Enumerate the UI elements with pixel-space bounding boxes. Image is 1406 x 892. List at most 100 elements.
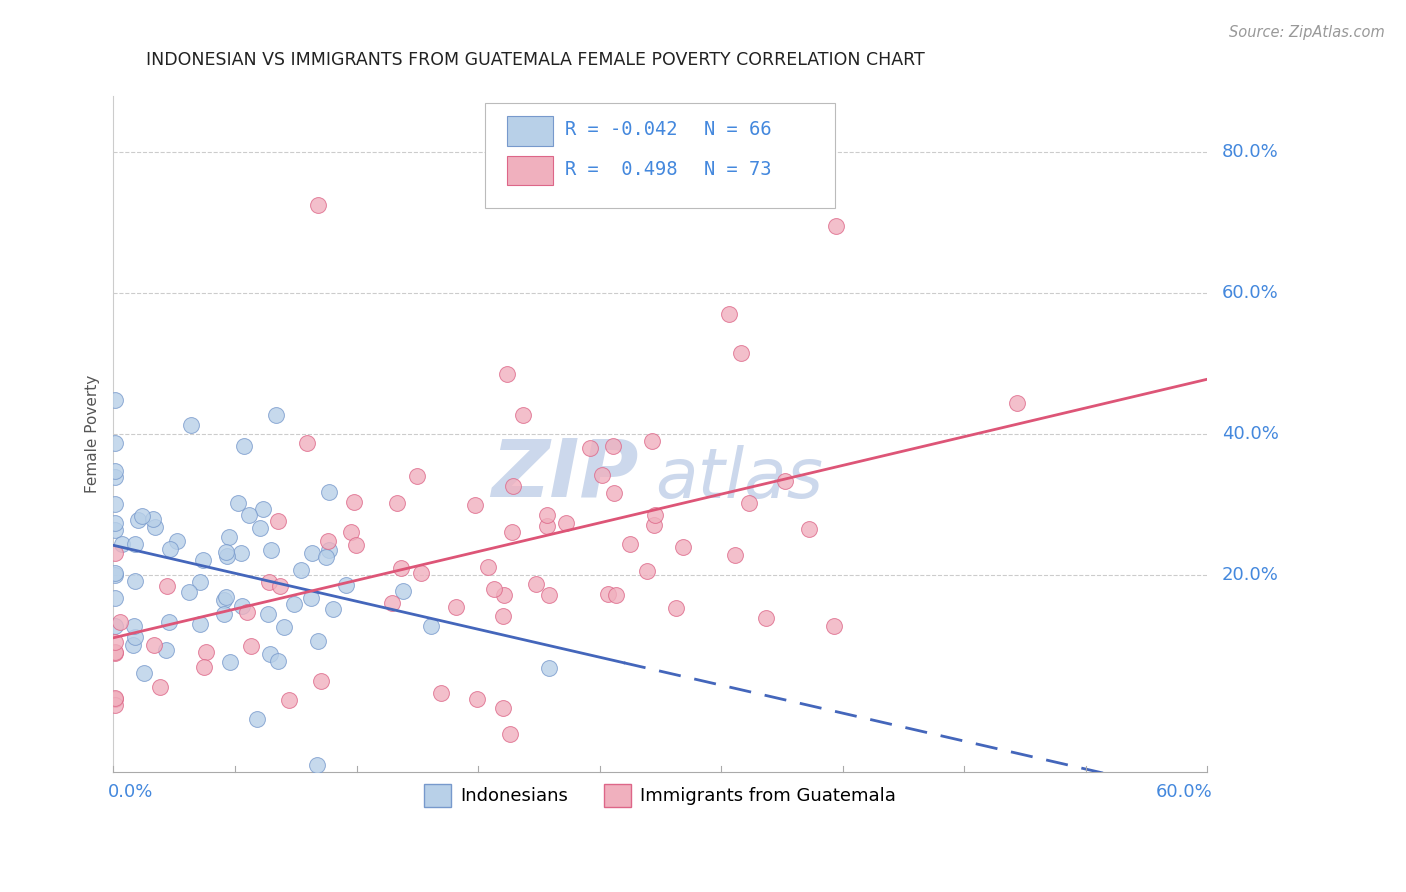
Point <box>259 647 281 661</box>
Point <box>104 393 127 408</box>
Text: 40.0%: 40.0% <box>1222 425 1278 443</box>
Point <box>482 582 505 597</box>
Point <box>755 610 778 624</box>
Text: 20.0%: 20.0% <box>1222 566 1278 584</box>
Point <box>131 508 153 523</box>
Text: INDONESIAN VS IMMIGRANTS FROM GUATEMALA FEMALE POVERTY CORRELATION CHART: INDONESIAN VS IMMIGRANTS FROM GUATEMALA … <box>146 51 925 69</box>
Point <box>672 540 695 554</box>
Point <box>240 639 263 653</box>
Point <box>155 643 177 657</box>
Point <box>492 701 515 715</box>
Point <box>307 197 329 211</box>
Point <box>257 574 280 589</box>
Point <box>104 692 127 706</box>
Point <box>145 520 167 534</box>
Text: Source: ZipAtlas.com: Source: ZipAtlas.com <box>1229 25 1385 40</box>
Point <box>420 618 443 632</box>
Point <box>124 574 146 589</box>
Point <box>775 474 797 488</box>
Point <box>602 440 624 454</box>
Point <box>340 525 363 540</box>
Point <box>267 654 290 668</box>
Point <box>249 521 271 535</box>
Point <box>269 579 291 593</box>
Point <box>180 417 202 432</box>
Point <box>104 645 127 659</box>
Text: 60.0%: 60.0% <box>1156 782 1212 801</box>
Point <box>122 638 145 652</box>
Point <box>104 635 127 649</box>
Point <box>644 508 666 522</box>
Point <box>823 619 845 633</box>
Point <box>104 436 127 450</box>
Point <box>267 514 290 528</box>
Point <box>730 346 752 360</box>
Text: 0.0%: 0.0% <box>108 782 153 801</box>
Point <box>231 546 253 560</box>
Point <box>465 691 488 706</box>
Point <box>430 685 453 699</box>
Point <box>231 599 253 614</box>
Text: R = -0.042: R = -0.042 <box>565 120 678 139</box>
Point <box>104 618 127 632</box>
Point <box>724 548 747 562</box>
Point <box>252 501 274 516</box>
Text: 60.0%: 60.0% <box>1222 285 1278 302</box>
Point <box>307 634 329 648</box>
Point <box>111 537 134 551</box>
Point <box>142 638 165 652</box>
Y-axis label: Female Poverty: Female Poverty <box>86 375 100 493</box>
Point <box>665 601 688 615</box>
Legend: Indonesians, Immigrants from Guatemala: Indonesians, Immigrants from Guatemala <box>418 777 904 814</box>
Point <box>392 583 415 598</box>
Point <box>311 674 333 689</box>
Point <box>409 566 432 581</box>
Point <box>464 498 486 512</box>
Text: ZIP: ZIP <box>491 435 638 514</box>
Point <box>524 577 547 591</box>
Point <box>188 574 211 589</box>
Point <box>315 549 337 564</box>
Point <box>477 559 499 574</box>
Point <box>215 549 238 564</box>
Point <box>343 495 366 509</box>
Point <box>307 758 329 772</box>
Point <box>166 534 188 549</box>
Point <box>318 542 340 557</box>
Point <box>344 538 367 552</box>
Point <box>193 659 215 673</box>
Point <box>536 518 558 533</box>
Point <box>110 615 132 630</box>
Point <box>825 219 848 234</box>
Point <box>104 698 127 713</box>
Point <box>177 585 200 599</box>
Point <box>605 588 627 602</box>
Point <box>496 367 519 381</box>
Point <box>124 537 146 551</box>
Point <box>104 646 127 660</box>
Point <box>301 546 323 560</box>
Point <box>385 496 408 510</box>
Point <box>104 497 127 511</box>
Point <box>591 467 613 482</box>
Point <box>278 693 301 707</box>
Point <box>799 523 821 537</box>
Point <box>156 579 179 593</box>
Point <box>104 464 127 478</box>
Point <box>104 523 127 537</box>
Point <box>191 553 214 567</box>
Point <box>159 542 181 557</box>
Point <box>636 564 658 578</box>
Text: atlas: atlas <box>655 444 823 511</box>
Point <box>492 588 515 602</box>
Point <box>283 597 305 611</box>
Point <box>104 516 127 531</box>
Point <box>512 408 534 422</box>
FancyBboxPatch shape <box>508 155 553 186</box>
Point <box>322 601 344 615</box>
Point <box>149 680 172 694</box>
Point <box>643 517 665 532</box>
Point <box>218 530 240 544</box>
Point <box>257 607 280 621</box>
Point <box>318 534 340 549</box>
